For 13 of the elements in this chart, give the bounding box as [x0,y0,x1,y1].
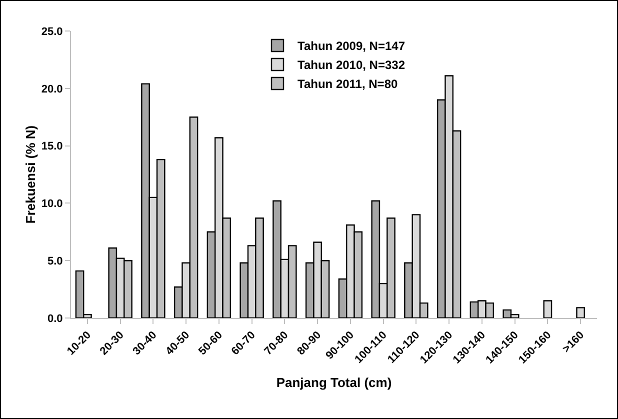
legend-label: Tahun 2011, N=80 [298,77,398,92]
y-tick-label: 20.0 [41,83,63,96]
bar [543,300,552,318]
bar [576,307,585,318]
y-tick-label: 25.0 [41,26,63,38]
x-axis-title: Panjang Total (cm) [276,374,392,390]
legend-label: Tahun 2010, N=332 [298,58,406,72]
y-tick-label: 15.0 [41,140,63,153]
y-tick-label: 10.0 [41,198,63,210]
y-tick-label: 0.0 [48,312,63,325]
y-tick-label: 5.0 [48,255,63,268]
y-axis-title: Frekuensi (% N) [23,125,38,224]
legend-label: Tahun 2009, N=147 [298,39,406,54]
